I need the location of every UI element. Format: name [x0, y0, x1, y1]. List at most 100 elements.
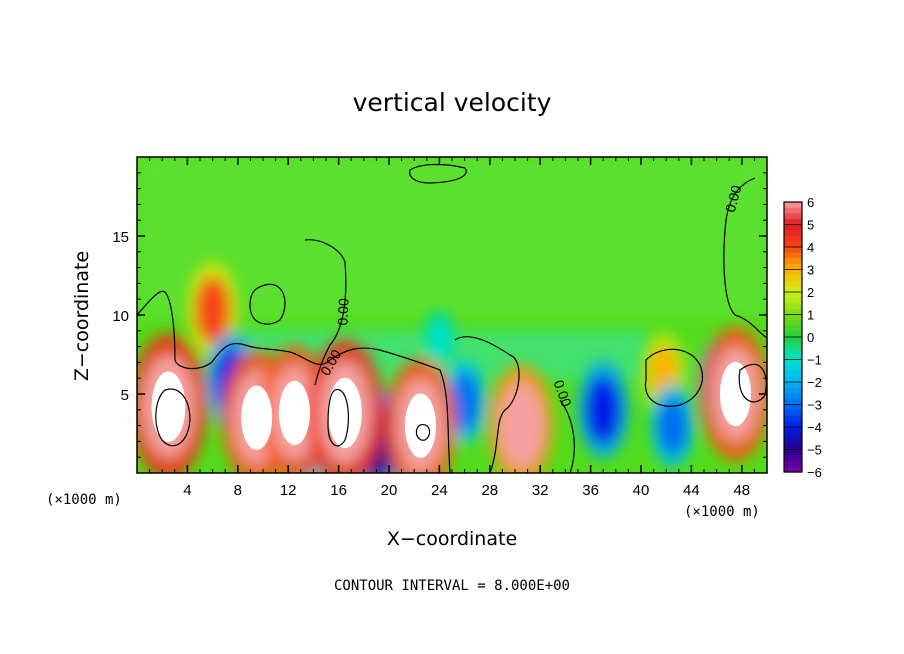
colorbar-bin	[784, 410, 802, 417]
colorbar-bin	[784, 427, 802, 434]
x-tick-label: 40	[633, 482, 650, 499]
colorbar-bin	[784, 337, 802, 344]
colorbar-bin	[784, 432, 802, 439]
colorbar-tick-label: 2	[807, 285, 814, 300]
colorbar-bin	[784, 297, 802, 304]
zero-contour-line	[454, 336, 520, 473]
velocity-blob-core	[499, 383, 544, 468]
colorbar-bin	[784, 252, 802, 259]
zero-contour-line	[155, 388, 191, 447]
y-axis-label: Z−coordinate	[71, 250, 93, 382]
zero-contour-line	[415, 423, 431, 441]
colorbar-bin	[784, 286, 802, 293]
colorbar-bin	[784, 393, 802, 400]
colorbar-bin	[784, 292, 802, 299]
colorbar-bin	[784, 382, 802, 389]
saturated-core	[278, 380, 311, 446]
x-axis-label: X−coordinate	[386, 528, 518, 550]
colorbar-tick-label: 4	[807, 240, 814, 255]
zero-contour-line	[137, 290, 451, 473]
colorbar-bin	[784, 303, 802, 310]
colorbar-tick-label: −3	[807, 398, 822, 413]
zero-contours	[137, 163, 767, 473]
x-units-right: (×1000 m)	[684, 504, 760, 520]
x-tick-label: 20	[381, 482, 398, 499]
colorbar-bin	[784, 404, 802, 411]
x-tick-label: 8	[234, 482, 242, 499]
colorbar-bin	[784, 443, 802, 451]
colorbar-tick-label: −6	[807, 465, 822, 480]
colorbar-bin	[784, 263, 802, 271]
colorbar-bin	[784, 353, 802, 361]
colorbar-bin	[784, 348, 802, 355]
colorbar-bin	[784, 387, 802, 394]
colorbar-bin	[784, 460, 802, 467]
colorbar-bin	[784, 370, 802, 377]
x-tick-label: 36	[582, 482, 599, 499]
colorbar-bin	[784, 342, 802, 349]
colorbar-tick-label: 0	[807, 330, 814, 345]
colorbar-bin	[784, 325, 802, 332]
colorbar-bin	[784, 202, 802, 209]
colorbar-bin	[784, 308, 802, 316]
saturated-core	[719, 361, 752, 427]
colorbar-bin	[784, 235, 802, 242]
colorbar-bin	[784, 466, 802, 473]
saturated-core	[241, 385, 273, 450]
colorbar: 6 5 4 3 2 1 0 −1 −2 −3 −4 −5 −6	[783, 195, 822, 480]
saturated-core	[327, 377, 362, 449]
colorbar-bin	[784, 359, 802, 366]
zero-contour-line	[559, 399, 575, 473]
colorbar-bin	[784, 455, 802, 462]
x-tick-label: 16	[330, 482, 347, 499]
zero-contour-line	[409, 163, 467, 184]
colorbar-tick-label: −4	[807, 420, 822, 435]
colorbar-bin	[784, 421, 802, 428]
zero-contour-line	[249, 283, 286, 325]
colorbar-bin	[784, 224, 802, 231]
colorbar-tick-label: 3	[807, 263, 814, 278]
colorbar-tick-label: −1	[807, 353, 822, 368]
upper-field-shade	[137, 157, 767, 317]
contour-interval-text: CONTOUR INTERVAL = 8.000E+00	[333, 578, 570, 594]
velocity-blob-core	[428, 318, 451, 360]
colorbar-bin	[784, 331, 802, 338]
colorbar-tick-label: −2	[807, 375, 822, 390]
saturated-core	[404, 393, 437, 458]
y-tick-label: 15	[112, 229, 129, 246]
x-tick-label: 12	[280, 482, 297, 499]
x-tick-label: 24	[431, 482, 448, 499]
zero-contour-line	[327, 389, 350, 447]
velocity-cores	[151, 361, 752, 458]
y-tick-label: 10	[112, 308, 129, 325]
x-units-left: (×1000 m)	[46, 492, 122, 508]
velocity-blob-core	[449, 372, 480, 432]
colorbar-tick-label: 6	[807, 195, 814, 210]
colorbar-bin	[784, 320, 802, 327]
x-tick-label: 44	[683, 482, 700, 499]
y-tick-label: 5	[121, 387, 129, 404]
colorbar-bin	[784, 218, 802, 226]
chart-title: vertical velocity	[352, 88, 552, 117]
colorbar-bin	[784, 207, 802, 214]
colorbar-tick-label: 1	[807, 308, 814, 323]
colorbar-bin	[784, 247, 802, 254]
x-tick-label: 28	[481, 482, 498, 499]
colorbar-bin	[784, 398, 802, 406]
colorbar-tick-label: −5	[807, 443, 822, 458]
zero-contour-line	[644, 348, 703, 407]
colorbar-bin	[784, 376, 802, 383]
colorbar-bin	[784, 314, 802, 321]
colorbar-tick-label: 5	[807, 218, 814, 233]
colorbar-bin	[784, 230, 802, 237]
colorbar-bin	[784, 258, 802, 265]
colorbar-bin	[784, 449, 802, 456]
zero-contour-line	[738, 363, 767, 403]
colorbar-bin	[784, 280, 802, 287]
x-tick-label: 48	[733, 482, 750, 499]
colorbar-bin	[784, 275, 802, 282]
colorbar-bin	[784, 438, 802, 445]
x-tick-label: 32	[532, 482, 549, 499]
x-tick-label: 4	[183, 482, 191, 499]
